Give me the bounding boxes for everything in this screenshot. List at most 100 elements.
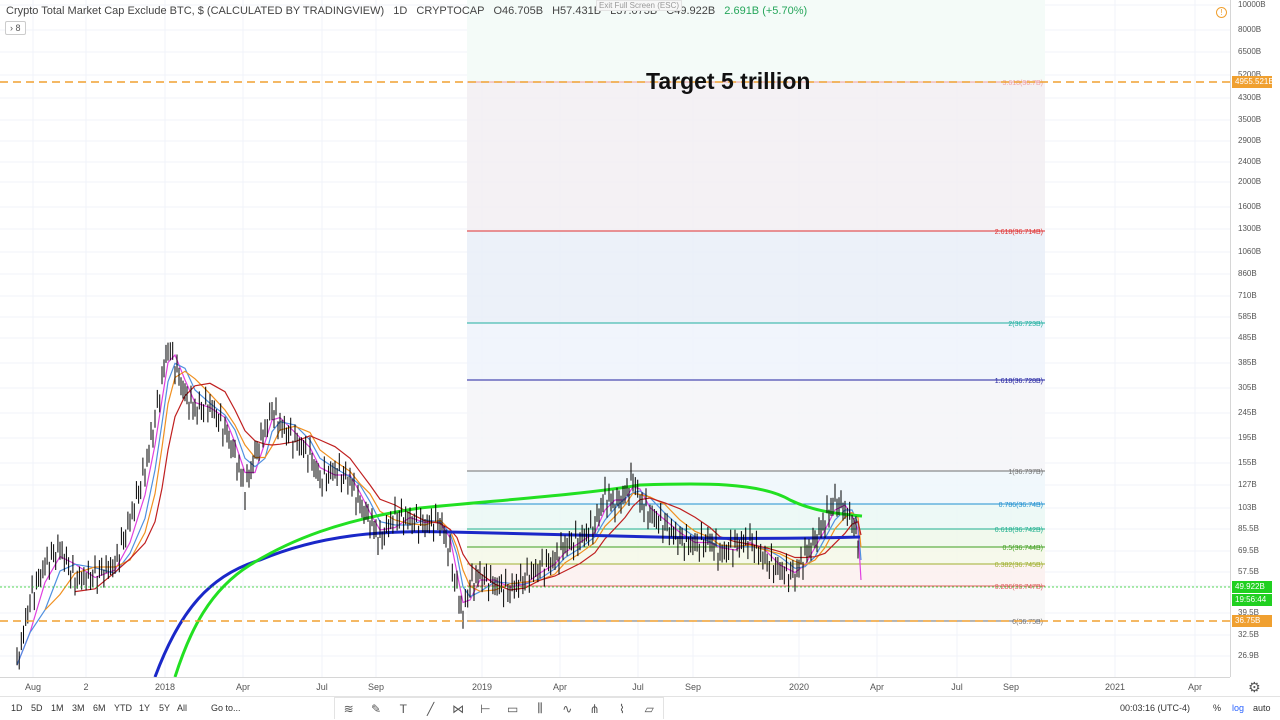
- price-tick-label: 585B: [1238, 312, 1257, 321]
- indicator-count: 8: [15, 23, 21, 33]
- range-button-6m[interactable]: 6M: [93, 703, 106, 713]
- range-button-all[interactable]: All: [177, 703, 188, 713]
- line-icon[interactable]: ╱: [427, 701, 435, 716]
- ruler-icon[interactable]: ▱: [644, 701, 654, 716]
- price-tick-label: 3500B: [1238, 115, 1262, 124]
- text-icon[interactable]: T: [399, 701, 407, 716]
- price-tick-label: 2900B: [1238, 136, 1262, 145]
- chart-area[interactable]: 3.618(36.7B) 2.618(36.714B) 2(36.723B) 1.61…: [0, 0, 1230, 677]
- high-value: H57.431B: [552, 5, 602, 17]
- price-tick-label: 195B: [1238, 433, 1257, 442]
- price-tick-label: 710B: [1238, 291, 1257, 300]
- fib-level-label: 0.618(36.742B): [995, 527, 1043, 534]
- time-tick-label: 2019: [471, 682, 493, 692]
- range-button-5d[interactable]: 5D: [31, 703, 43, 713]
- brush-icon[interactable]: ✎: [370, 701, 382, 716]
- price-tick-label: 245B: [1238, 408, 1257, 417]
- price-tick-label: 2400B: [1238, 157, 1262, 166]
- info-icon[interactable]: !: [1216, 7, 1227, 18]
- wave-icon[interactable]: ∿: [562, 701, 573, 716]
- clock[interactable]: 00:03:16 (UTC-4): [1120, 703, 1191, 713]
- moving-average-line: [44, 370, 862, 611]
- exchange-label: CRYPTOCAP: [416, 5, 485, 17]
- price-badge: 36.75B: [1232, 615, 1272, 627]
- price-tick-label: 32.5B: [1238, 630, 1259, 639]
- price-tick-label: 1060B: [1238, 247, 1262, 256]
- price-tick-label: 385B: [1238, 358, 1257, 367]
- exit-fullscreen-button[interactable]: Exit Full Screen (ESC): [596, 0, 682, 11]
- symbol-name[interactable]: Crypto Total Market Cap Exclude BTC, $ (…: [6, 5, 385, 17]
- drawing-toolbar: ≋ ✎ T ╱ ⋈ ⊢ ▭ ⫼ ∿ ⋔ ⌇ ▱: [334, 697, 664, 719]
- time-axis[interactable]: Aug 2 2018 Apr Jul Sep 2019 Apr Jul Sep 2020 Apr Jul…: [0, 677, 1230, 695]
- target-annotation[interactable]: Target 5 trillion: [646, 68, 811, 94]
- chevron-right-icon: ›: [10, 23, 13, 33]
- time-tick-label: 2: [83, 682, 89, 692]
- goto-button[interactable]: Go to...: [211, 703, 241, 713]
- fib-level-label: 0.236(36.747B): [995, 584, 1043, 591]
- time-tick-label: Apr: [552, 682, 568, 692]
- pattern-icon[interactable]: ⋈: [451, 701, 464, 716]
- price-tick-label: 10000B: [1238, 0, 1266, 9]
- trend-line-icon[interactable]: ≋: [343, 701, 354, 716]
- rectangle-icon[interactable]: ▭: [506, 701, 519, 716]
- price-tick-label: 85.5B: [1238, 524, 1259, 533]
- fib-band: [467, 504, 1045, 529]
- price-tick-label: 8000B: [1238, 25, 1262, 34]
- range-button-1m[interactable]: 1M: [51, 703, 64, 713]
- fib-level-label: 1(36.737B): [1008, 469, 1043, 476]
- time-tick-label: Sep: [367, 682, 385, 692]
- interval-label: 1D: [393, 5, 408, 17]
- range-button-1d[interactable]: 1D: [11, 703, 23, 713]
- fib-level-label: 0.786(36.74B): [999, 502, 1043, 509]
- target-dashed-lines: [0, 81, 1230, 622]
- time-tick-label: Apr: [235, 682, 251, 692]
- fib-band: [467, 0, 1045, 82]
- fib-extension-zone: 3.618(36.7B) 2.618(36.714B) 2(36.723B) 1.61…: [467, 0, 1045, 626]
- legend-collapse-button[interactable]: › 8: [5, 21, 26, 35]
- range-button-1y[interactable]: 1Y: [139, 703, 151, 713]
- range-button-5y[interactable]: 5Y: [159, 703, 171, 713]
- time-tick-label: Apr: [869, 682, 885, 692]
- price-tick-label: 39.5B: [1238, 608, 1259, 617]
- fib-level-label: 2.618(36.714B): [995, 229, 1043, 236]
- chart-legend: Crypto Total Market Cap Exclude BTC, $ (…: [6, 5, 813, 17]
- log-toggle[interactable]: log: [1232, 703, 1245, 713]
- price-tick-label: 26.9B: [1238, 651, 1259, 660]
- pitchfork-icon[interactable]: ⋔: [589, 701, 600, 716]
- change-value: 2.691B (+5.70%): [724, 5, 808, 17]
- price-tick-label: 6500B: [1238, 47, 1262, 56]
- range-button-ytd[interactable]: YTD: [114, 703, 132, 713]
- gear-icon[interactable]: ⚙: [1248, 679, 1261, 695]
- time-tick-label: Aug: [24, 682, 42, 692]
- price-tick-label: 2000B: [1238, 177, 1262, 186]
- price-chart[interactable]: 3.618(36.7B) 2.618(36.714B) 2(36.723B) 1.61…: [0, 0, 1230, 677]
- price-tick-label: 5200B: [1238, 70, 1262, 79]
- time-tick-label: 2018: [154, 682, 176, 692]
- fib-level-label: 3.618(36.7B): [1003, 80, 1043, 87]
- price-tick-label: 860B: [1238, 269, 1257, 278]
- fib-band: [467, 547, 1045, 564]
- auto-toggle[interactable]: auto: [1253, 703, 1271, 713]
- time-tick-label: Jul: [316, 682, 328, 692]
- open-value: O46.705B: [493, 5, 544, 17]
- time-tick-label: 2020: [788, 682, 810, 692]
- price-tick-label: 155B: [1238, 458, 1257, 467]
- path-icon[interactable]: ⌇: [619, 701, 625, 716]
- price-tick-label: 57.5B: [1238, 567, 1259, 576]
- time-tick-label: 2021: [1104, 682, 1126, 692]
- price-tick-label: 127B: [1238, 480, 1257, 489]
- time-tick-label: Sep: [684, 682, 702, 692]
- price-axis[interactable]: 10000B 8000B 6500B 5200B 4300B 3500B 2900B 2400…: [1230, 0, 1280, 677]
- fib-level-label: 2(36.723B): [1008, 321, 1043, 328]
- price-tick-label: 485B: [1238, 333, 1257, 342]
- horizontal-line-icon[interactable]: ⊢: [480, 701, 491, 716]
- fib-level-label: 0.5(36.744B): [1003, 545, 1043, 552]
- fib-band: [467, 82, 1045, 231]
- fib-icon[interactable]: ⫼: [537, 701, 543, 715]
- price-tick-label: 1300B: [1238, 224, 1262, 233]
- range-button-3m[interactable]: 3M: [72, 703, 85, 713]
- price-tick-label: 1600B: [1238, 202, 1262, 211]
- price-tick-label: 4300B: [1238, 93, 1262, 102]
- percent-toggle[interactable]: %: [1213, 703, 1222, 713]
- fib-band: [467, 564, 1045, 586]
